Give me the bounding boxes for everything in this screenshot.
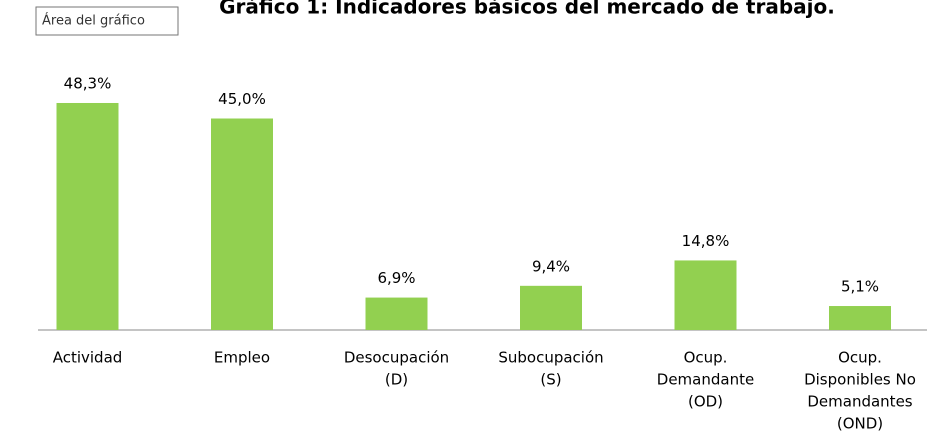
bar: [365, 297, 428, 330]
tooltip-box: [35, 6, 179, 36]
value-label: 45,0%: [218, 90, 266, 108]
x-tick-label: Demandante: [657, 371, 754, 389]
x-tick-label: (OND): [837, 415, 883, 433]
value-label: 6,9%: [377, 269, 415, 287]
x-tick-label: Desocupación: [344, 349, 449, 367]
x-tick-label: (D): [385, 371, 408, 389]
bar: [211, 118, 273, 330]
value-label: 14,8%: [682, 232, 730, 250]
chart-title: Gráfico 1: Indicadores básicos del merca…: [219, 0, 835, 19]
bar: [674, 260, 737, 330]
x-tick-label: Ocup.: [838, 349, 882, 367]
bar: [829, 306, 891, 330]
x-tick-label: (OD): [688, 393, 723, 411]
bar: [56, 102, 119, 331]
plot-area: 48,3% Actividad 45,0% Empleo 6,9% Desocupació…: [38, 74, 927, 433]
x-tick-label: Demandantes: [807, 393, 912, 411]
x-tick-label: Actividad: [53, 349, 123, 367]
tooltip: Área del gráfico: [42, 13, 145, 29]
value-label: 9,4%: [532, 257, 570, 275]
x-tick-label: Empleo: [214, 349, 270, 367]
x-tick-label: Ocup.: [684, 349, 728, 367]
x-tick-label: (S): [540, 371, 561, 389]
value-label: 5,1%: [841, 278, 879, 296]
value-label: 48,3%: [64, 74, 112, 92]
bar: [520, 285, 582, 330]
x-tick-label: Subocupación: [498, 349, 603, 367]
x-tick-label: Disponibles No: [804, 371, 916, 389]
